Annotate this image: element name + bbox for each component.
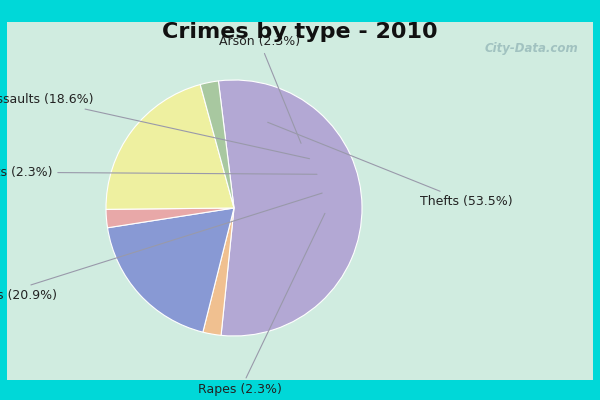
- Wedge shape: [106, 208, 234, 228]
- Text: Assaults (18.6%): Assaults (18.6%): [0, 93, 310, 159]
- Text: Burglaries (20.9%): Burglaries (20.9%): [0, 193, 322, 302]
- Wedge shape: [106, 84, 234, 209]
- FancyBboxPatch shape: [7, 22, 593, 380]
- Text: City-Data.com: City-Data.com: [484, 42, 578, 55]
- Text: Rapes (2.3%): Rapes (2.3%): [199, 213, 325, 396]
- Wedge shape: [203, 208, 234, 335]
- Wedge shape: [107, 208, 234, 332]
- Text: Thefts (53.5%): Thefts (53.5%): [268, 122, 512, 208]
- Wedge shape: [200, 81, 234, 208]
- Text: Auto thefts (2.3%): Auto thefts (2.3%): [0, 166, 317, 179]
- Text: Crimes by type - 2010: Crimes by type - 2010: [162, 22, 438, 42]
- Wedge shape: [218, 80, 362, 336]
- Text: Arson (2.3%): Arson (2.3%): [219, 35, 301, 143]
